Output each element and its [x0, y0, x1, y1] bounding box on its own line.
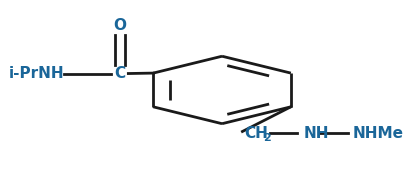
Text: CH: CH	[244, 126, 269, 141]
Text: 2: 2	[264, 133, 271, 143]
Text: C: C	[115, 66, 126, 81]
Text: i-PrNH: i-PrNH	[9, 66, 64, 81]
Text: O: O	[114, 19, 127, 33]
Text: NH: NH	[303, 126, 329, 141]
Text: NHMe: NHMe	[352, 126, 403, 141]
